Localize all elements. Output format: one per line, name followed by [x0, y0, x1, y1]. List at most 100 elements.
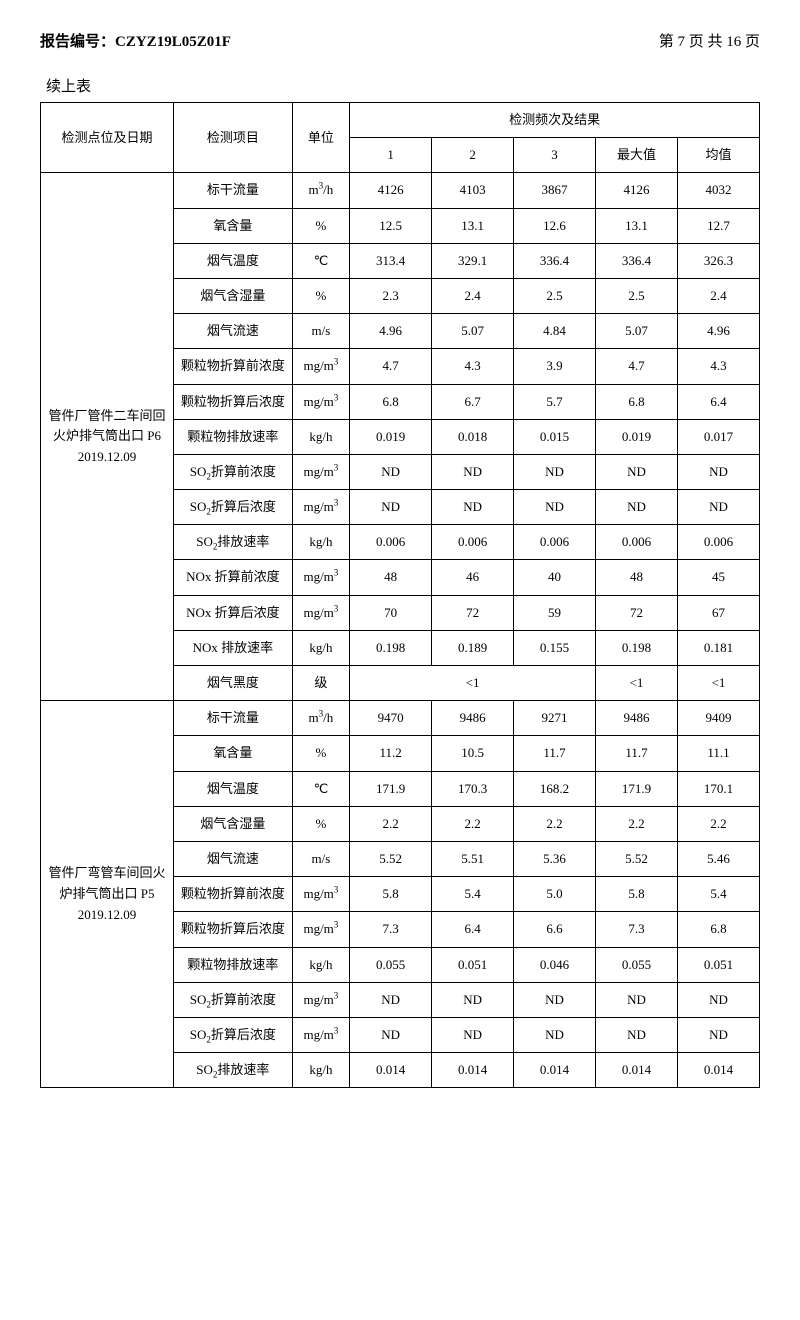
value-cell: 3.9 — [514, 349, 596, 384]
value-cell-avg: 4032 — [677, 173, 759, 208]
th-col-max: 最大值 — [596, 138, 678, 173]
item-cell: SO2排放速率 — [174, 525, 293, 560]
unit-cell: 级 — [292, 666, 350, 701]
table-row: 管件厂管件二车间回火炉排气筒出口 P62019.12.09标干流量m3/h412… — [41, 173, 760, 208]
value-cell: 0.006 — [432, 525, 514, 560]
value-cell: 0.018 — [432, 419, 514, 454]
value-cell-avg: 4.3 — [677, 349, 759, 384]
item-cell: SO2折算前浓度 — [174, 454, 293, 489]
value-cell: 313.4 — [350, 243, 432, 278]
unit-cell: % — [292, 736, 350, 771]
value-cell-avg: ND — [677, 454, 759, 489]
value-cell-avg: 0.017 — [677, 419, 759, 454]
th-location: 检测点位及日期 — [41, 103, 174, 173]
value-cell-max: 2.2 — [596, 806, 678, 841]
location-cell: 管件厂弯管车间回火炉排气筒出口 P52019.12.09 — [41, 701, 174, 1088]
unit-cell: kg/h — [292, 419, 350, 454]
value-cell: ND — [432, 490, 514, 525]
unit-cell: mg/m3 — [292, 454, 350, 489]
item-cell: 颗粒物折算后浓度 — [174, 384, 293, 419]
value-cell-max: 9486 — [596, 701, 678, 736]
value-cell: 5.0 — [514, 877, 596, 912]
item-cell: 颗粒物折算前浓度 — [174, 877, 293, 912]
report-number: 报告编号：CZYZ19L05Z01F — [40, 30, 231, 51]
location-cell: 管件厂管件二车间回火炉排气筒出口 P62019.12.09 — [41, 173, 174, 701]
item-cell: 烟气含湿量 — [174, 278, 293, 313]
value-cell: 0.189 — [432, 630, 514, 665]
value-cell: 4.7 — [350, 349, 432, 384]
unit-cell: % — [292, 278, 350, 313]
value-cell: ND — [514, 490, 596, 525]
value-cell: 48 — [350, 560, 432, 595]
value-cell-avg: 67 — [677, 595, 759, 630]
value-cell: 72 — [432, 595, 514, 630]
value-cell-max: 0.006 — [596, 525, 678, 560]
unit-cell: % — [292, 208, 350, 243]
value-cell-max: 13.1 — [596, 208, 678, 243]
item-cell: NOx 排放速率 — [174, 630, 293, 665]
value-cell: 70 — [350, 595, 432, 630]
table-body: 管件厂管件二车间回火炉排气筒出口 P62019.12.09标干流量m3/h412… — [41, 173, 760, 1088]
value-cell-avg: ND — [677, 982, 759, 1017]
item-cell: SO2排放速率 — [174, 1053, 293, 1088]
item-cell: 氧含量 — [174, 208, 293, 243]
item-cell: 烟气黑度 — [174, 666, 293, 701]
value-cell: ND — [514, 454, 596, 489]
value-cell-avg: 326.3 — [677, 243, 759, 278]
value-cell-max: ND — [596, 454, 678, 489]
value-cell-avg: 2.4 — [677, 278, 759, 313]
value-cell: ND — [514, 1017, 596, 1052]
th-item: 检测项目 — [174, 103, 293, 173]
th-col-3: 3 — [514, 138, 596, 173]
value-cell-avg: <1 — [677, 666, 759, 701]
value-cell: 0.051 — [432, 947, 514, 982]
value-cell: 12.5 — [350, 208, 432, 243]
report-number-label: 报告编号： — [40, 34, 115, 50]
value-cell-avg: 0.051 — [677, 947, 759, 982]
results-table: 检测点位及日期 检测项目 单位 检测频次及结果 1 2 3 最大值 均值 管件厂… — [40, 102, 760, 1088]
item-cell: NOx 折算前浓度 — [174, 560, 293, 595]
value-cell: 6.4 — [432, 912, 514, 947]
value-cell-max: 4.7 — [596, 349, 678, 384]
value-cell: 40 — [514, 560, 596, 595]
value-cell: 329.1 — [432, 243, 514, 278]
value-cell-max: 5.52 — [596, 841, 678, 876]
value-cell: 2.2 — [432, 806, 514, 841]
value-cell: ND — [350, 454, 432, 489]
value-cell: 171.9 — [350, 771, 432, 806]
value-cell: 2.5 — [514, 278, 596, 313]
value-cell-avg: ND — [677, 1017, 759, 1052]
unit-cell: kg/h — [292, 947, 350, 982]
value-cell-max: 5.8 — [596, 877, 678, 912]
value-cell-max: ND — [596, 1017, 678, 1052]
value-cell: 0.006 — [350, 525, 432, 560]
unit-cell: m3/h — [292, 701, 350, 736]
value-cell: 11.2 — [350, 736, 432, 771]
unit-cell: ℃ — [292, 243, 350, 278]
value-cell-avg: 0.181 — [677, 630, 759, 665]
value-cell: 4126 — [350, 173, 432, 208]
value-cell: 5.36 — [514, 841, 596, 876]
unit-cell: mg/m3 — [292, 912, 350, 947]
unit-cell: mg/m3 — [292, 877, 350, 912]
value-cell: 0.046 — [514, 947, 596, 982]
unit-cell: m/s — [292, 841, 350, 876]
unit-cell: mg/m3 — [292, 490, 350, 525]
value-cell-avg: 11.1 — [677, 736, 759, 771]
value-cell-avg: 5.46 — [677, 841, 759, 876]
unit-cell: kg/h — [292, 525, 350, 560]
value-cell: ND — [350, 982, 432, 1017]
value-cell: 0.014 — [350, 1053, 432, 1088]
value-cell-avg: 2.2 — [677, 806, 759, 841]
unit-cell: % — [292, 806, 350, 841]
item-cell: 烟气流速 — [174, 314, 293, 349]
value-cell: 170.3 — [432, 771, 514, 806]
unit-cell: mg/m3 — [292, 595, 350, 630]
value-cell: 9271 — [514, 701, 596, 736]
value-cell-merged: <1 — [350, 666, 596, 701]
item-cell: 颗粒物排放速率 — [174, 419, 293, 454]
value-cell-avg: 6.4 — [677, 384, 759, 419]
value-cell: 11.7 — [514, 736, 596, 771]
value-cell-max: ND — [596, 490, 678, 525]
value-cell: 3867 — [514, 173, 596, 208]
